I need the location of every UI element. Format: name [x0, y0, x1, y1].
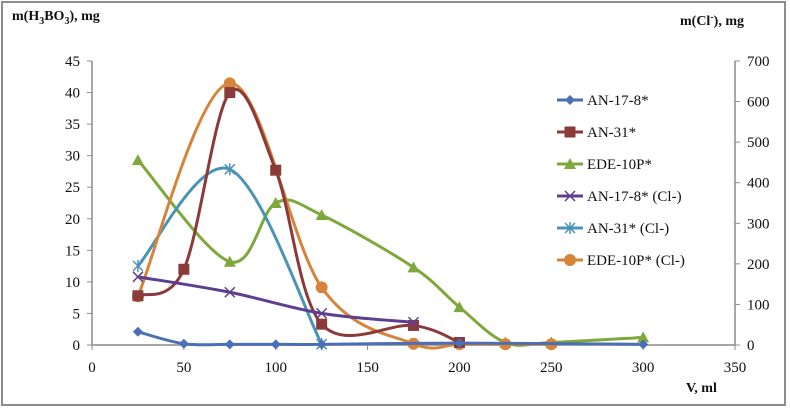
- legend-label: AN-31* (Cl-): [587, 221, 669, 237]
- legend-item: AN-31* (Cl-): [557, 221, 669, 237]
- left-y-tick-label: 40: [65, 86, 80, 102]
- x-axis-title: V, ml: [686, 381, 717, 396]
- right-y-tick-label: 300: [747, 216, 770, 232]
- left-y-tick-label: 0: [73, 338, 81, 354]
- left-y-tick-label: 15: [65, 243, 80, 259]
- legend-item: AN-17-8*: [557, 93, 649, 109]
- left-y-tick-label: 25: [65, 180, 80, 196]
- x-tick-label: 200: [448, 360, 471, 376]
- x-tick-label: 250: [540, 360, 563, 376]
- legend-label: EDE-10P*: [587, 157, 652, 173]
- left-y-tick-label: 5: [73, 306, 81, 322]
- right-y-tick-label: 700: [747, 54, 770, 70]
- legend: AN-17-8* AN-31* EDE-10P* AN-17-8* (Cl-) AN-3…: [557, 93, 685, 269]
- right-y-tick-label: 200: [747, 257, 770, 273]
- left-y-tick-label: 20: [65, 212, 80, 228]
- legend-label: AN-31*: [587, 125, 636, 141]
- left-y-tick-label: 45: [65, 54, 80, 70]
- series-an-17-8: [132, 326, 649, 350]
- series-layer: [131, 77, 650, 351]
- right-y-tick-label: 500: [747, 135, 770, 151]
- right-y-tick-label: 600: [747, 95, 770, 111]
- x-tick-label: 150: [356, 360, 379, 376]
- legend-item: AN-17-8* (Cl-): [557, 189, 682, 205]
- left-axis-title: m(H3BO3), mg: [12, 9, 100, 27]
- x-tick-label: 350: [724, 360, 747, 376]
- legend-item: AN-31*: [557, 125, 636, 141]
- right-y-tick-label: 100: [747, 297, 770, 313]
- right-y-tick-label: 400: [747, 176, 770, 192]
- right-axis-title: m(Cl-), mg: [680, 12, 744, 29]
- series-ede-10p: [131, 154, 650, 348]
- left-y-tick-label: 10: [65, 275, 80, 291]
- legend-item: EDE-10P* (Cl-): [557, 253, 685, 269]
- legend-item: EDE-10P*: [557, 157, 652, 173]
- x-tick-label: 300: [632, 360, 655, 376]
- right-y-tick-label: 0: [747, 338, 755, 354]
- legend-label: EDE-10P* (Cl-): [587, 253, 685, 269]
- left-y-tick-label: 30: [65, 149, 80, 165]
- legend-label: AN-17-8* (Cl-): [587, 189, 682, 205]
- x-tick-label: 0: [88, 360, 96, 376]
- x-tick-label: 50: [176, 360, 191, 376]
- series-an-17-8-cl: [132, 271, 420, 328]
- legend-label: AN-17-8*: [587, 93, 649, 109]
- series-ede-10p-cl: [131, 77, 558, 351]
- left-y-tick-label: 35: [65, 117, 80, 133]
- x-tick-label: 100: [264, 360, 287, 376]
